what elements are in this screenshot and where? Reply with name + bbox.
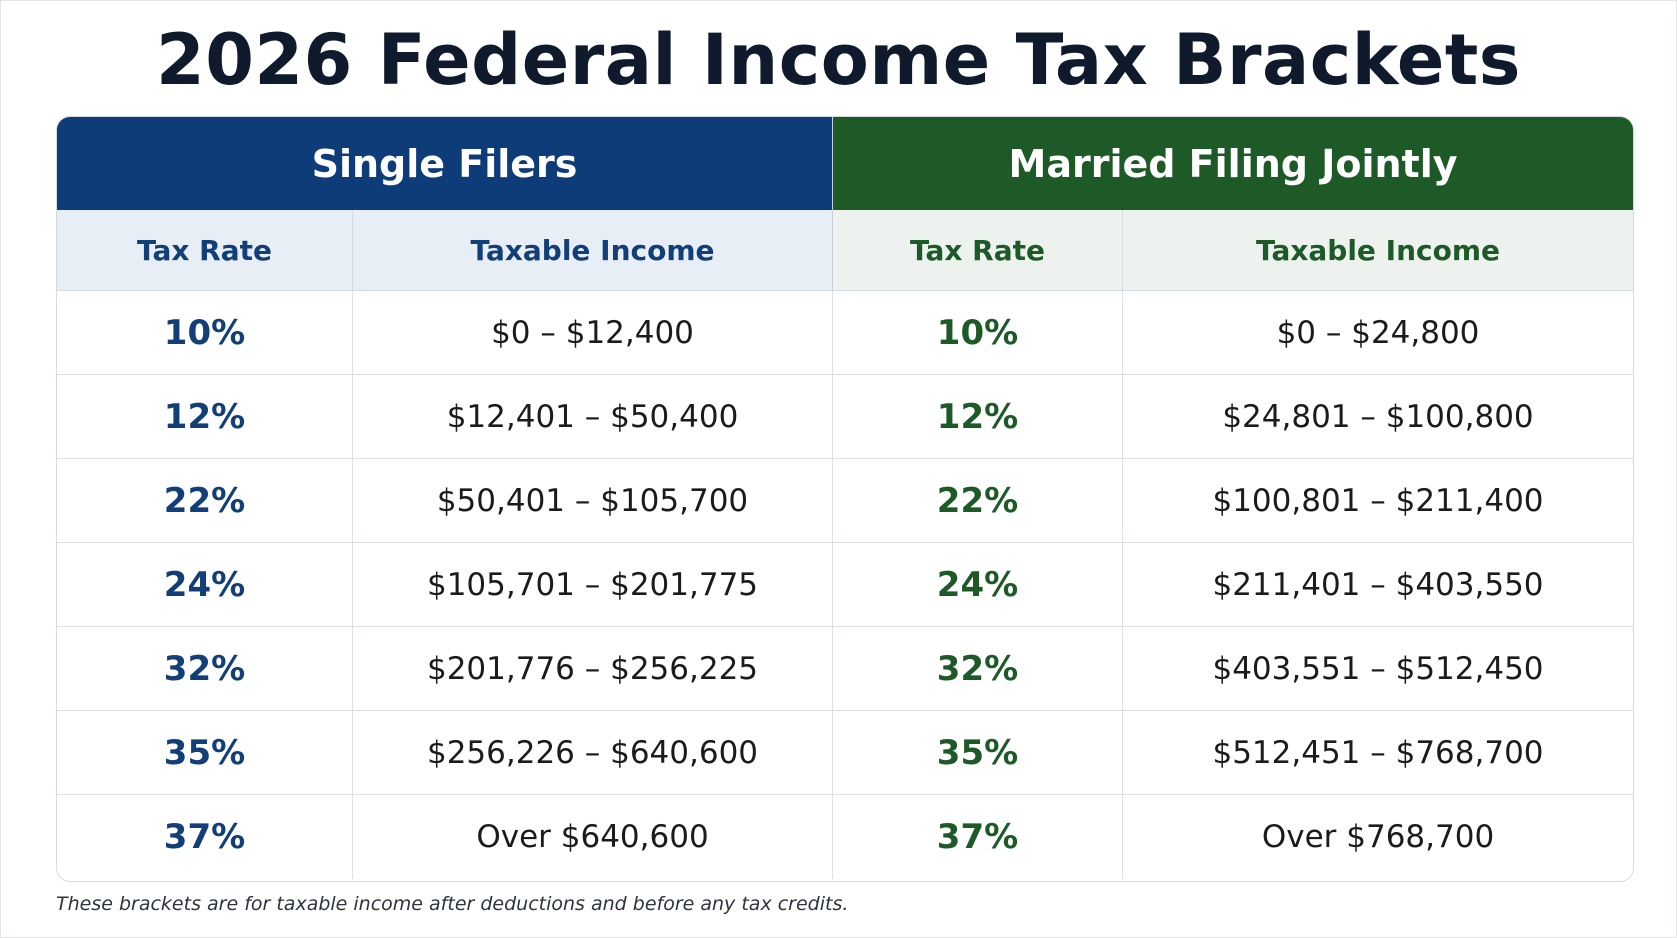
single-taxable-income-cell: $201,776 – $256,225 xyxy=(353,627,833,711)
single-tax-rate-cell: 32% xyxy=(57,627,353,711)
married-taxable-income-cell: $403,551 – $512,450 xyxy=(1123,627,1633,711)
single-tax-rate-cell: 12% xyxy=(57,375,353,459)
group-header-married-filing-jointly: Married Filing Jointly xyxy=(833,117,1633,210)
single-taxable-income-cell: $50,401 – $105,700 xyxy=(353,459,833,543)
married-tax-rate-cell: 12% xyxy=(833,375,1123,459)
married-tax-rate-cell: 35% xyxy=(833,711,1123,795)
footnote: These brackets are for taxable income af… xyxy=(56,893,849,915)
married-taxable-income-cell: $24,801 – $100,800 xyxy=(1123,375,1633,459)
single-taxable-income-cell: $256,226 – $640,600 xyxy=(353,711,833,795)
table-grid: Single Filers Married Filing Jointly Tax… xyxy=(57,117,1633,881)
column-header-single-tax-rate: Tax Rate xyxy=(57,210,353,291)
married-tax-rate-cell: 24% xyxy=(833,543,1123,627)
married-taxable-income-cell: $100,801 – $211,400 xyxy=(1123,459,1633,543)
single-tax-rate-cell: 24% xyxy=(57,543,353,627)
married-tax-rate-cell: 32% xyxy=(833,627,1123,711)
married-taxable-income-cell: $512,451 – $768,700 xyxy=(1123,711,1633,795)
married-taxable-income-cell: Over $768,700 xyxy=(1123,795,1633,879)
group-header-single-filers: Single Filers xyxy=(57,117,833,210)
single-taxable-income-cell: Over $640,600 xyxy=(353,795,833,879)
single-taxable-income-cell: $12,401 – $50,400 xyxy=(353,375,833,459)
single-taxable-income-cell: $0 – $12,400 xyxy=(353,291,833,375)
single-tax-rate-cell: 10% xyxy=(57,291,353,375)
single-tax-rate-cell: 22% xyxy=(57,459,353,543)
married-tax-rate-cell: 10% xyxy=(833,291,1123,375)
tax-bracket-table: Single Filers Married Filing Jointly Tax… xyxy=(56,116,1634,882)
column-header-married-taxable-income: Taxable Income xyxy=(1123,210,1633,291)
single-tax-rate-cell: 37% xyxy=(57,795,353,879)
single-taxable-income-cell: $105,701 – $201,775 xyxy=(353,543,833,627)
page-title: 2026 Federal Income Tax Brackets xyxy=(156,19,1521,101)
married-taxable-income-cell: $211,401 – $403,550 xyxy=(1123,543,1633,627)
column-header-single-taxable-income: Taxable Income xyxy=(353,210,833,291)
married-taxable-income-cell: $0 – $24,800 xyxy=(1123,291,1633,375)
single-tax-rate-cell: 35% xyxy=(57,711,353,795)
column-header-married-tax-rate: Tax Rate xyxy=(833,210,1123,291)
married-tax-rate-cell: 22% xyxy=(833,459,1123,543)
married-tax-rate-cell: 37% xyxy=(833,795,1123,879)
